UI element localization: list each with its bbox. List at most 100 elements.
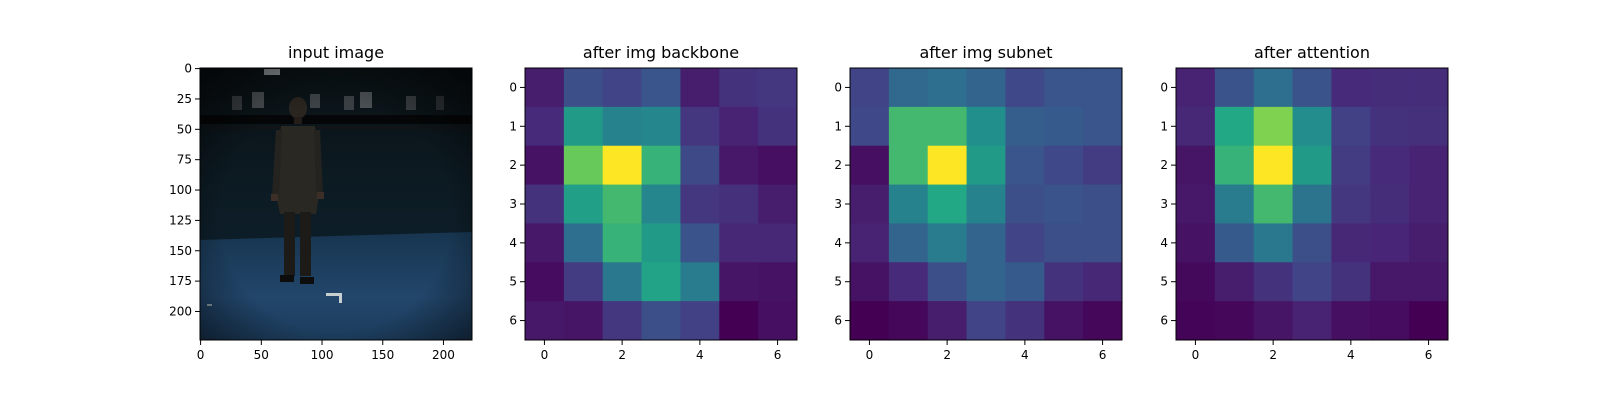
heatmap-cell <box>563 184 604 224</box>
y-tick-label: 75 <box>177 153 192 167</box>
y-tick-label: 3 <box>509 197 517 211</box>
heatmap-cell <box>888 262 929 302</box>
heatmap-cell <box>641 106 681 147</box>
y-tick-label: 25 <box>177 92 192 106</box>
heatmap-cell <box>525 223 565 263</box>
heatmap-cell <box>966 145 1006 186</box>
heatmap-cell <box>850 223 890 263</box>
x-tick-label: 2 <box>943 348 951 362</box>
y-tick-label: 1 <box>834 119 842 133</box>
heatmap-cell <box>563 262 604 302</box>
heatmap-cell <box>1083 262 1123 302</box>
x-axis-ticks: 0 2 4 6 <box>866 340 1107 362</box>
heatmap-cell <box>1083 223 1123 263</box>
heatmap-cell <box>1176 184 1216 224</box>
x-tick-label: 2 <box>618 348 626 362</box>
heatmap-cell <box>1292 184 1332 224</box>
heatmap-cell <box>888 184 929 224</box>
heatmap-cell <box>1253 223 1294 263</box>
heatmap-cell <box>641 184 681 224</box>
heatmap-cell <box>1409 301 1449 341</box>
heatmap-cell <box>758 145 798 186</box>
heatmap-cell <box>966 106 1006 147</box>
heatmap-cell <box>850 106 890 147</box>
heatmap-cell <box>1214 145 1255 186</box>
heatmap-cells <box>850 68 1123 341</box>
y-tick-label: 50 <box>177 122 192 136</box>
heatmap-cell <box>719 184 759 224</box>
heatmap-cell <box>1253 184 1294 224</box>
heatmap-cell <box>1409 223 1449 263</box>
heatmap-cell <box>1370 301 1410 341</box>
x-tick-label: 4 <box>1021 348 1029 362</box>
heatmap-cell <box>758 68 798 108</box>
heatmap-cell <box>1176 68 1216 108</box>
y-axis-ticks: 0 1 2 3 4 5 6 <box>509 80 525 328</box>
y-tick-label: 0 <box>1160 80 1168 94</box>
heatmap-cell <box>1292 223 1332 263</box>
heatmap-cell <box>563 68 604 108</box>
heatmap-cell <box>1176 106 1216 147</box>
heatmap-cell <box>1044 68 1084 108</box>
heatmap-cell <box>1214 262 1255 302</box>
heatmap-cell <box>1005 262 1045 302</box>
heatmap-cell <box>966 184 1006 224</box>
heatmap-cell <box>602 184 643 224</box>
x-axis-ticks: 0 2 4 6 <box>541 340 782 362</box>
heatmap-cell <box>1176 223 1216 263</box>
heatmap-cell <box>758 106 798 147</box>
x-tick-label: 6 <box>1425 348 1433 362</box>
heatmap-cell <box>1044 223 1084 263</box>
y-tick-label: 2 <box>1160 158 1168 172</box>
heatmap-cell <box>1044 301 1084 341</box>
heatmap-cell <box>602 68 643 108</box>
input-photo <box>200 68 472 340</box>
heatmap-cell <box>1214 223 1255 263</box>
heatmap-cell <box>1370 106 1410 147</box>
heatmap-cell <box>888 301 929 341</box>
heatmap-cell <box>966 223 1006 263</box>
y-tick-label: 6 <box>1160 314 1168 328</box>
x-tick-label: 50 <box>254 348 269 362</box>
heatmap-cell <box>850 301 890 341</box>
heatmap-cell <box>1331 223 1371 263</box>
y-tick-label: 0 <box>834 80 842 94</box>
heatmap-cell <box>1083 106 1123 147</box>
x-tick-label: 6 <box>774 348 782 362</box>
y-tick-label: 200 <box>169 304 192 318</box>
heatmap-cell <box>850 262 890 302</box>
y-axis-ticks: 0 1 2 3 4 5 6 <box>1160 80 1176 328</box>
x-tick-label: 100 <box>311 348 334 362</box>
heatmap-cell <box>758 223 798 263</box>
heatmap-cell <box>1005 301 1045 341</box>
heatmap-cell <box>1044 145 1084 186</box>
heatmap-cell <box>1370 145 1410 186</box>
y-tick-label: 1 <box>509 119 517 133</box>
heatmap-cell <box>680 68 720 108</box>
x-tick-label: 4 <box>1347 348 1355 362</box>
heatmap-cell <box>758 262 798 302</box>
heatmap-cell <box>1292 106 1332 147</box>
heatmap-cell <box>1331 184 1371 224</box>
heatmap-cell <box>1292 301 1332 341</box>
heatmap-cell <box>850 184 890 224</box>
y-axis-ticks: 0 1 2 3 4 5 6 <box>834 80 850 328</box>
heatmap-cell <box>719 106 759 147</box>
heatmap-cells <box>1176 68 1449 341</box>
heatmap-cell <box>1370 184 1410 224</box>
panel-after-img-subnet: after img subnet 0 2 4 6 0 1 2 3 4 5 6 <box>834 43 1123 362</box>
heatmap-cell <box>525 106 565 147</box>
y-tick-label: 5 <box>509 275 517 289</box>
heatmap-cell <box>1083 301 1123 341</box>
heatmap-cell <box>641 145 681 186</box>
heatmap-cell <box>1044 184 1084 224</box>
heatmap-cell <box>719 68 759 108</box>
y-tick-label: 150 <box>169 244 192 258</box>
y-tick-label: 175 <box>169 274 192 288</box>
x-tick-label: 6 <box>1099 348 1107 362</box>
heatmap-cell <box>1253 145 1294 186</box>
heatmap-cell <box>680 145 720 186</box>
heatmap-cell <box>680 223 720 263</box>
heatmap-cells <box>525 68 798 341</box>
heatmap-cell <box>1331 68 1371 108</box>
